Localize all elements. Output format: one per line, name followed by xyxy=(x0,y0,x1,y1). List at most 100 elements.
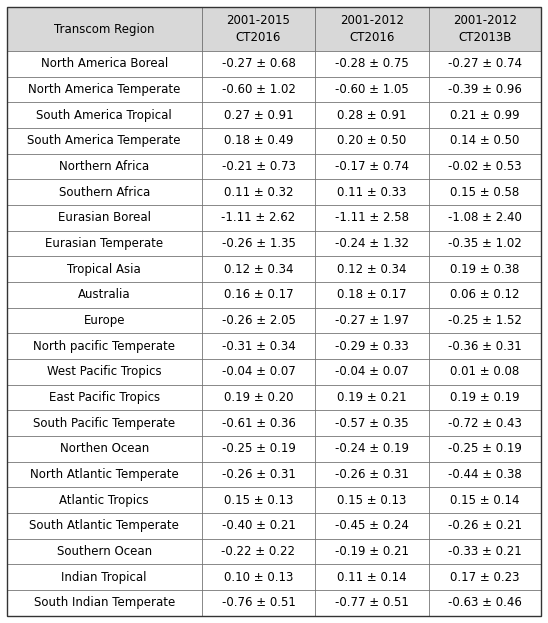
Text: 0.19 ± 0.20: 0.19 ± 0.20 xyxy=(224,391,293,404)
Bar xyxy=(202,384,315,411)
Text: -0.27 ± 0.68: -0.27 ± 0.68 xyxy=(221,57,295,70)
Bar xyxy=(7,205,202,231)
Text: Transcom Region: Transcom Region xyxy=(54,23,155,36)
Bar xyxy=(315,359,429,384)
Text: 0.11 ± 0.14: 0.11 ± 0.14 xyxy=(337,571,407,584)
Bar xyxy=(7,231,202,256)
Bar xyxy=(429,231,541,256)
Text: -0.26 ± 0.21: -0.26 ± 0.21 xyxy=(448,519,522,532)
Text: -0.25 ± 0.19: -0.25 ± 0.19 xyxy=(221,442,295,455)
Bar xyxy=(429,411,541,436)
Text: North America Temperate: North America Temperate xyxy=(28,83,180,96)
Text: 0.11 ± 0.33: 0.11 ± 0.33 xyxy=(337,186,407,199)
Bar xyxy=(202,538,315,564)
Text: West Pacific Tropics: West Pacific Tropics xyxy=(47,365,162,378)
Bar xyxy=(429,462,541,487)
Text: -0.26 ± 0.31: -0.26 ± 0.31 xyxy=(221,468,295,481)
Bar xyxy=(202,282,315,308)
Bar xyxy=(202,359,315,384)
Text: -0.72 ± 0.43: -0.72 ± 0.43 xyxy=(448,417,522,430)
Text: -0.61 ± 0.36: -0.61 ± 0.36 xyxy=(221,417,295,430)
Text: -0.27 ± 0.74: -0.27 ± 0.74 xyxy=(448,57,522,70)
Text: -0.26 ± 2.05: -0.26 ± 2.05 xyxy=(221,314,295,327)
Bar xyxy=(7,77,202,102)
Bar xyxy=(429,102,541,128)
Bar xyxy=(429,333,541,359)
Bar xyxy=(315,128,429,154)
Text: 0.18 ± 0.49: 0.18 ± 0.49 xyxy=(224,135,293,148)
Text: -0.26 ± 1.35: -0.26 ± 1.35 xyxy=(221,237,295,250)
Bar xyxy=(315,487,429,513)
Text: -0.63 ± 0.46: -0.63 ± 0.46 xyxy=(448,596,522,609)
Text: -0.19 ± 0.21: -0.19 ± 0.21 xyxy=(335,545,409,558)
Text: 0.14 ± 0.50: 0.14 ± 0.50 xyxy=(450,135,520,148)
Text: -1.11 ± 2.62: -1.11 ± 2.62 xyxy=(221,211,295,224)
Bar xyxy=(202,77,315,102)
Bar xyxy=(202,411,315,436)
Text: -0.77 ± 0.51: -0.77 ± 0.51 xyxy=(335,596,409,609)
Bar xyxy=(315,590,429,616)
Bar xyxy=(7,538,202,564)
Text: -0.39 ± 0.96: -0.39 ± 0.96 xyxy=(448,83,522,96)
Bar xyxy=(429,487,541,513)
Bar xyxy=(315,436,429,462)
Bar xyxy=(202,436,315,462)
Bar xyxy=(7,359,202,384)
Bar xyxy=(315,513,429,538)
Bar xyxy=(315,564,429,590)
Bar xyxy=(429,256,541,282)
Bar xyxy=(7,411,202,436)
Bar xyxy=(7,564,202,590)
Text: 0.16 ± 0.17: 0.16 ± 0.17 xyxy=(224,288,293,302)
Text: 0.18 ± 0.17: 0.18 ± 0.17 xyxy=(337,288,407,302)
Text: 0.11 ± 0.32: 0.11 ± 0.32 xyxy=(224,186,293,199)
Text: Europe: Europe xyxy=(83,314,125,327)
Bar xyxy=(202,231,315,256)
Bar xyxy=(7,179,202,205)
Bar xyxy=(202,487,315,513)
Bar xyxy=(315,7,429,51)
Bar xyxy=(315,411,429,436)
Text: Eurasian Temperate: Eurasian Temperate xyxy=(45,237,163,250)
Bar xyxy=(429,7,541,51)
Bar xyxy=(202,333,315,359)
Text: North Atlantic Temperate: North Atlantic Temperate xyxy=(30,468,179,481)
Bar xyxy=(429,359,541,384)
Text: 0.20 ± 0.50: 0.20 ± 0.50 xyxy=(337,135,407,148)
Bar xyxy=(315,154,429,179)
Bar xyxy=(315,179,429,205)
Text: -0.33 ± 0.21: -0.33 ± 0.21 xyxy=(448,545,522,558)
Bar xyxy=(315,333,429,359)
Bar xyxy=(429,384,541,411)
Text: -0.45 ± 0.24: -0.45 ± 0.24 xyxy=(335,519,409,532)
Bar xyxy=(202,51,315,77)
Bar xyxy=(7,462,202,487)
Bar xyxy=(315,384,429,411)
Bar xyxy=(315,538,429,564)
Text: 0.10 ± 0.13: 0.10 ± 0.13 xyxy=(224,571,293,584)
Bar xyxy=(315,231,429,256)
Bar xyxy=(429,564,541,590)
Text: -0.28 ± 0.75: -0.28 ± 0.75 xyxy=(335,57,409,70)
Bar xyxy=(429,51,541,77)
Text: -0.21 ± 0.73: -0.21 ± 0.73 xyxy=(221,160,295,173)
Bar xyxy=(7,282,202,308)
Bar xyxy=(202,102,315,128)
Text: -0.22 ± 0.22: -0.22 ± 0.22 xyxy=(221,545,295,558)
Text: 0.12 ± 0.34: 0.12 ± 0.34 xyxy=(337,263,407,275)
Bar xyxy=(429,513,541,538)
Text: 0.28 ± 0.91: 0.28 ± 0.91 xyxy=(337,109,407,121)
Bar xyxy=(315,51,429,77)
Text: -0.76 ± 0.51: -0.76 ± 0.51 xyxy=(221,596,295,609)
Text: Northen Ocean: Northen Ocean xyxy=(60,442,149,455)
Text: -0.57 ± 0.35: -0.57 ± 0.35 xyxy=(335,417,409,430)
Text: Southern Africa: Southern Africa xyxy=(59,186,150,199)
Bar xyxy=(7,333,202,359)
Text: East Pacific Tropics: East Pacific Tropics xyxy=(49,391,160,404)
Text: Tropical Asia: Tropical Asia xyxy=(67,263,141,275)
Bar xyxy=(429,538,541,564)
Text: Eurasian Boreal: Eurasian Boreal xyxy=(58,211,151,224)
Text: Atlantic Tropics: Atlantic Tropics xyxy=(59,493,149,506)
Text: 0.15 ± 0.14: 0.15 ± 0.14 xyxy=(450,493,520,506)
Bar xyxy=(7,256,202,282)
